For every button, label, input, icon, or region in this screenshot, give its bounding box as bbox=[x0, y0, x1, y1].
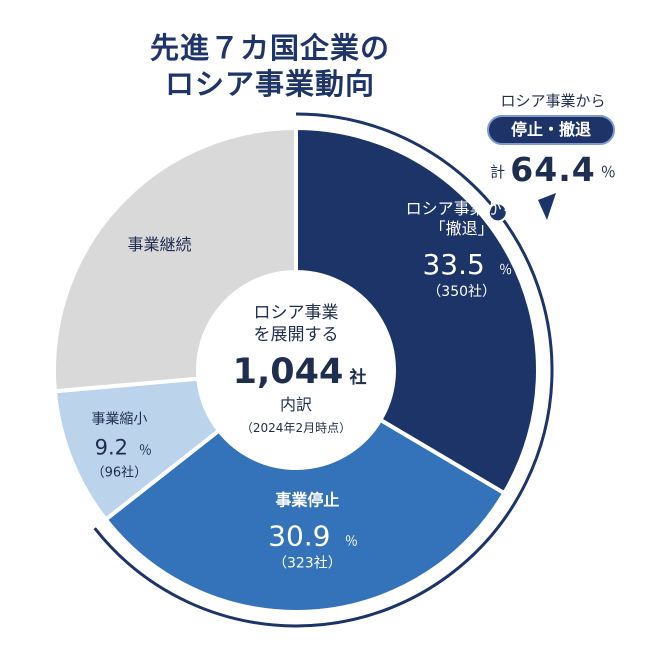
center-note: （2024年2月時点） bbox=[241, 421, 351, 435]
slice-label-2-line-0: 事業縮小 bbox=[91, 411, 147, 427]
slice-count-0: （350社） bbox=[427, 284, 496, 300]
center-total-unit: 社 bbox=[349, 367, 367, 388]
callout-heading: ロシア事業から bbox=[500, 92, 606, 110]
slice-unit-0: ％ bbox=[499, 263, 512, 278]
slice-count-1: （323社） bbox=[273, 556, 342, 572]
slice-label-1-line-0: 事業停止 bbox=[275, 491, 339, 510]
chart-title-line1: 先進７カ国企業の bbox=[149, 31, 390, 65]
slice-value-1: 30.9 bbox=[268, 520, 330, 553]
highlight-arc bbox=[93, 112, 554, 628]
slice-unit-1: ％ bbox=[345, 535, 358, 550]
highlight-dot bbox=[487, 202, 508, 223]
slice-label-0-line-1: 「撤退」 bbox=[430, 219, 494, 238]
callout-badge: 停止・撤退 bbox=[487, 115, 615, 145]
slice-0 bbox=[294, 126, 540, 496]
callout-total-prefix: 計 bbox=[490, 163, 506, 181]
center-line3: 内訳 bbox=[280, 395, 312, 414]
center-line1: ロシア事業 bbox=[254, 303, 339, 323]
slice-unit-2: ％ bbox=[139, 443, 152, 458]
slice-value-2: 9.2 bbox=[95, 435, 128, 459]
callout-total-unit: ％ bbox=[600, 163, 616, 181]
center-line2: を展開する bbox=[254, 325, 339, 345]
chart-title-line2: ロシア事業動向 bbox=[164, 67, 375, 101]
slice-label-0-line-0: ロシア事業から bbox=[406, 199, 518, 218]
slice-count-2: （96社） bbox=[92, 464, 148, 480]
chart-title: 先進７カ国企業の ロシア事業動向 bbox=[120, 30, 420, 102]
slice-value-0: 33.5 bbox=[422, 248, 484, 281]
slice-3 bbox=[52, 126, 298, 394]
center-total: 1,044 bbox=[233, 352, 344, 392]
callout-pointer bbox=[538, 193, 556, 220]
callout-total: 計 64.4 ％ bbox=[478, 150, 628, 189]
slice-1 bbox=[103, 417, 507, 614]
slice-label-3: 事業継続 bbox=[128, 235, 192, 254]
callout-total-value: 64.4 bbox=[510, 150, 596, 189]
